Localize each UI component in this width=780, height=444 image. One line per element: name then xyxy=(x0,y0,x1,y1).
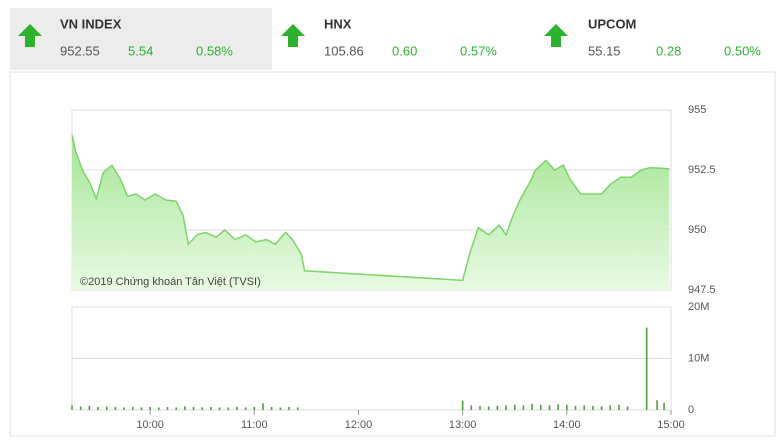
volume-bar xyxy=(461,400,464,410)
volume-bar xyxy=(149,406,151,410)
x-tick-label: 12:00 xyxy=(345,419,373,431)
volume-bar xyxy=(114,406,117,410)
volume-bar xyxy=(262,403,264,410)
volume-bar xyxy=(531,403,533,410)
volume-bar xyxy=(227,407,230,410)
y-tick-label: 10M xyxy=(688,352,709,364)
index-name: VN INDEX xyxy=(60,16,122,31)
up-arrow xyxy=(18,24,42,47)
y-tick-label: 20M xyxy=(688,301,709,313)
volume-bar xyxy=(600,406,603,410)
index-change: 0.60 xyxy=(392,43,417,58)
y-tick-label: 952.5 xyxy=(688,164,716,176)
volume-bar xyxy=(270,406,273,410)
price-area xyxy=(72,134,670,290)
volume-bar xyxy=(557,404,559,410)
index-pct: 0.57% xyxy=(460,43,497,58)
volume-bar xyxy=(479,405,481,410)
x-tick-label: 14:00 xyxy=(553,419,581,431)
y-tick-label: 0 xyxy=(688,404,694,416)
volume-bar xyxy=(645,327,648,410)
volume-bar xyxy=(97,406,99,410)
volume-bar xyxy=(218,407,221,410)
index-value: 55.15 xyxy=(588,43,621,58)
volume-bar xyxy=(175,407,177,410)
volume-bar xyxy=(513,404,516,410)
volume-bar xyxy=(192,406,195,410)
price-line xyxy=(71,134,670,282)
volume-bar xyxy=(656,400,658,410)
volume-bar xyxy=(574,405,577,410)
index-value: 952.55 xyxy=(60,43,100,58)
volume-bar xyxy=(71,405,73,410)
volume-bar xyxy=(505,405,507,410)
index-pct: 0.58% xyxy=(196,43,233,58)
volume-bar xyxy=(236,406,238,410)
volume-bar xyxy=(140,407,143,410)
up-arrow xyxy=(281,24,305,47)
volume-bar xyxy=(566,404,568,410)
volume-bar xyxy=(166,406,169,410)
x-tick-label: 10:00 xyxy=(136,419,164,431)
copyright: ©2019 Chứng khoán Tân Việt (TVSI) xyxy=(80,276,261,288)
volume-bar xyxy=(105,406,108,410)
index-value: 105.86 xyxy=(324,43,364,58)
volume-bar xyxy=(487,406,490,410)
tile[interactable]: UPCOM 55.15 0.28 0.50% xyxy=(544,16,761,58)
volume-bar xyxy=(201,407,204,410)
volume-bar xyxy=(131,406,134,410)
tile[interactable]: VN INDEX 952.55 5.54 0.58% xyxy=(18,16,233,58)
volume-bar xyxy=(88,405,91,410)
volume-bar xyxy=(522,405,525,410)
y-tick-label: 955 xyxy=(688,104,706,116)
x-tick-label: 13:00 xyxy=(449,419,477,431)
volume-bar xyxy=(184,406,186,410)
volume-bar xyxy=(253,406,256,410)
volume-bar xyxy=(123,407,125,410)
volume-bar xyxy=(210,406,212,410)
volume-bar xyxy=(470,405,473,410)
volume-bar xyxy=(583,405,585,410)
volume-bar xyxy=(592,405,594,410)
volume-bar xyxy=(609,405,612,410)
index-pct: 0.50% xyxy=(724,43,761,58)
volume-bar xyxy=(548,405,551,410)
up-arrow xyxy=(544,24,568,47)
volume-bar xyxy=(79,406,82,410)
volume-bar xyxy=(496,405,499,410)
active-tile[interactable] xyxy=(10,8,272,70)
index-name: HNX xyxy=(324,16,352,31)
volume-bar xyxy=(626,406,629,410)
volume-bar xyxy=(288,406,290,410)
index-name: UPCOM xyxy=(588,16,636,31)
x-tick-label: 15:00 xyxy=(657,419,685,431)
volume-bar xyxy=(539,404,542,410)
tile[interactable]: HNX 105.86 0.60 0.57% xyxy=(281,16,497,58)
index-change: 0.28 xyxy=(656,43,681,58)
index-change: 5.54 xyxy=(128,43,153,58)
y-tick-label: 950 xyxy=(688,224,706,236)
volume-bar xyxy=(279,407,282,410)
x-tick-label: 11:00 xyxy=(241,419,268,431)
volume-bar xyxy=(244,407,247,410)
volume-bar xyxy=(618,404,620,410)
volume-bar xyxy=(663,402,665,410)
y-tick-label: 947.5 xyxy=(688,284,716,296)
volume-bar xyxy=(158,407,160,410)
volume-bar xyxy=(296,407,299,410)
